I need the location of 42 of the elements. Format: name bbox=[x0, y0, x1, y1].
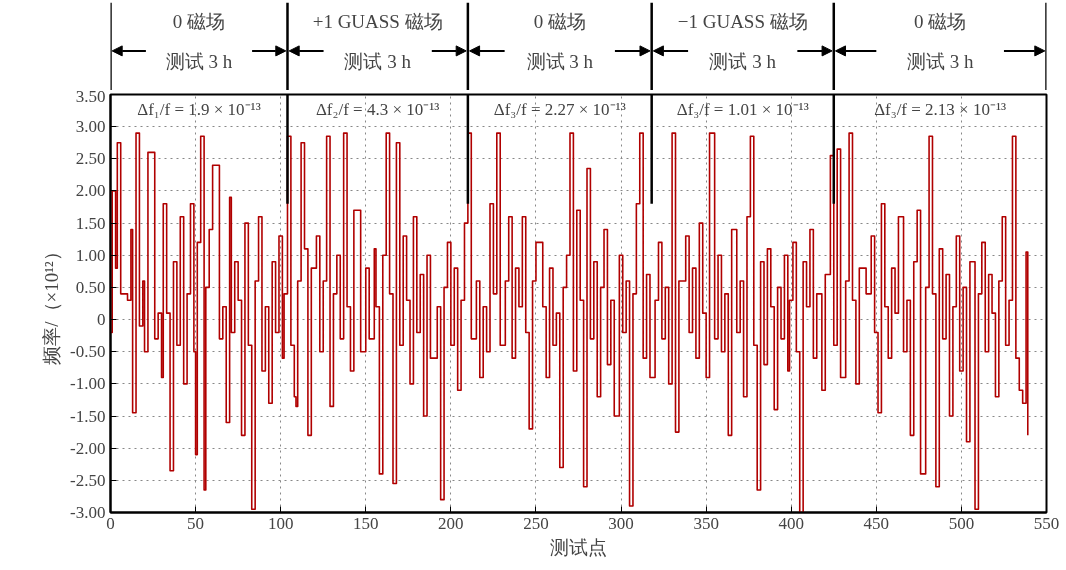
y-axis-title: 频率/（×10¹²） bbox=[41, 242, 63, 365]
y-tick-label: 0 bbox=[97, 310, 106, 330]
x-tick-label: 200 bbox=[438, 513, 464, 533]
annotation: Δf₁/f = 1.9 × 10⁻¹³ bbox=[137, 99, 261, 119]
annotation: Δf₃/f = 1.01 × 10⁻¹³ bbox=[676, 99, 809, 119]
x-tick-label: 50 bbox=[187, 513, 205, 533]
text: 0 磁场 bbox=[533, 11, 586, 33]
text: −1 GUASS 磁场 bbox=[677, 11, 808, 33]
y-tick-label: 2.50 bbox=[75, 149, 106, 169]
annotation: Δf₃/f = 2.13 × 10⁻¹³ bbox=[874, 99, 1007, 119]
y-tick-label: 3.00 bbox=[75, 117, 106, 137]
text: 测试 3 h bbox=[709, 50, 777, 72]
x-tick-label: 450 bbox=[863, 513, 890, 533]
y-tick-label: 1.50 bbox=[75, 213, 106, 233]
x-tick-label: 300 bbox=[608, 513, 634, 533]
x-tick-label: 500 bbox=[948, 513, 975, 533]
text: 测试 3 h bbox=[906, 50, 974, 72]
x-tick-label: 100 bbox=[267, 513, 294, 533]
y-tick-label: -1.50 bbox=[70, 406, 106, 426]
y-tick-label: 3.50 bbox=[75, 86, 106, 106]
text: 0 磁场 bbox=[914, 11, 967, 33]
text: 0 磁场 bbox=[172, 11, 226, 33]
annotation: Δf₃/f = 2.27 × 10⁻¹³ bbox=[493, 99, 626, 119]
x-tick-label: 150 bbox=[353, 513, 379, 533]
x-tick-label: 350 bbox=[693, 513, 719, 533]
y-tick-label: 2.00 bbox=[75, 181, 106, 201]
text: 测试 3 h bbox=[344, 50, 412, 72]
y-tick-label: -0.50 bbox=[70, 342, 106, 362]
y-tick-label: -2.00 bbox=[70, 438, 106, 458]
x-tick-label: 550 bbox=[1033, 513, 1060, 533]
y-tick-label: 0.50 bbox=[75, 277, 106, 297]
x-tick-label: 400 bbox=[778, 513, 804, 533]
text: 测试 3 h bbox=[526, 50, 594, 72]
y-tick-label: -1.00 bbox=[70, 374, 106, 394]
text: +1 GUASS 磁场 bbox=[312, 11, 443, 33]
annotation: Δf₂/f = 4.3 × 10⁻¹³ bbox=[315, 99, 440, 119]
y-tick-label: -2.50 bbox=[70, 470, 106, 490]
x-axis-title: 测试点 bbox=[550, 536, 607, 558]
y-tick-label: 1.00 bbox=[75, 245, 106, 265]
text: 测试 3 h bbox=[165, 50, 233, 72]
x-tick-label: 250 bbox=[523, 513, 549, 533]
y-tick-label: -3.00 bbox=[70, 503, 106, 522]
